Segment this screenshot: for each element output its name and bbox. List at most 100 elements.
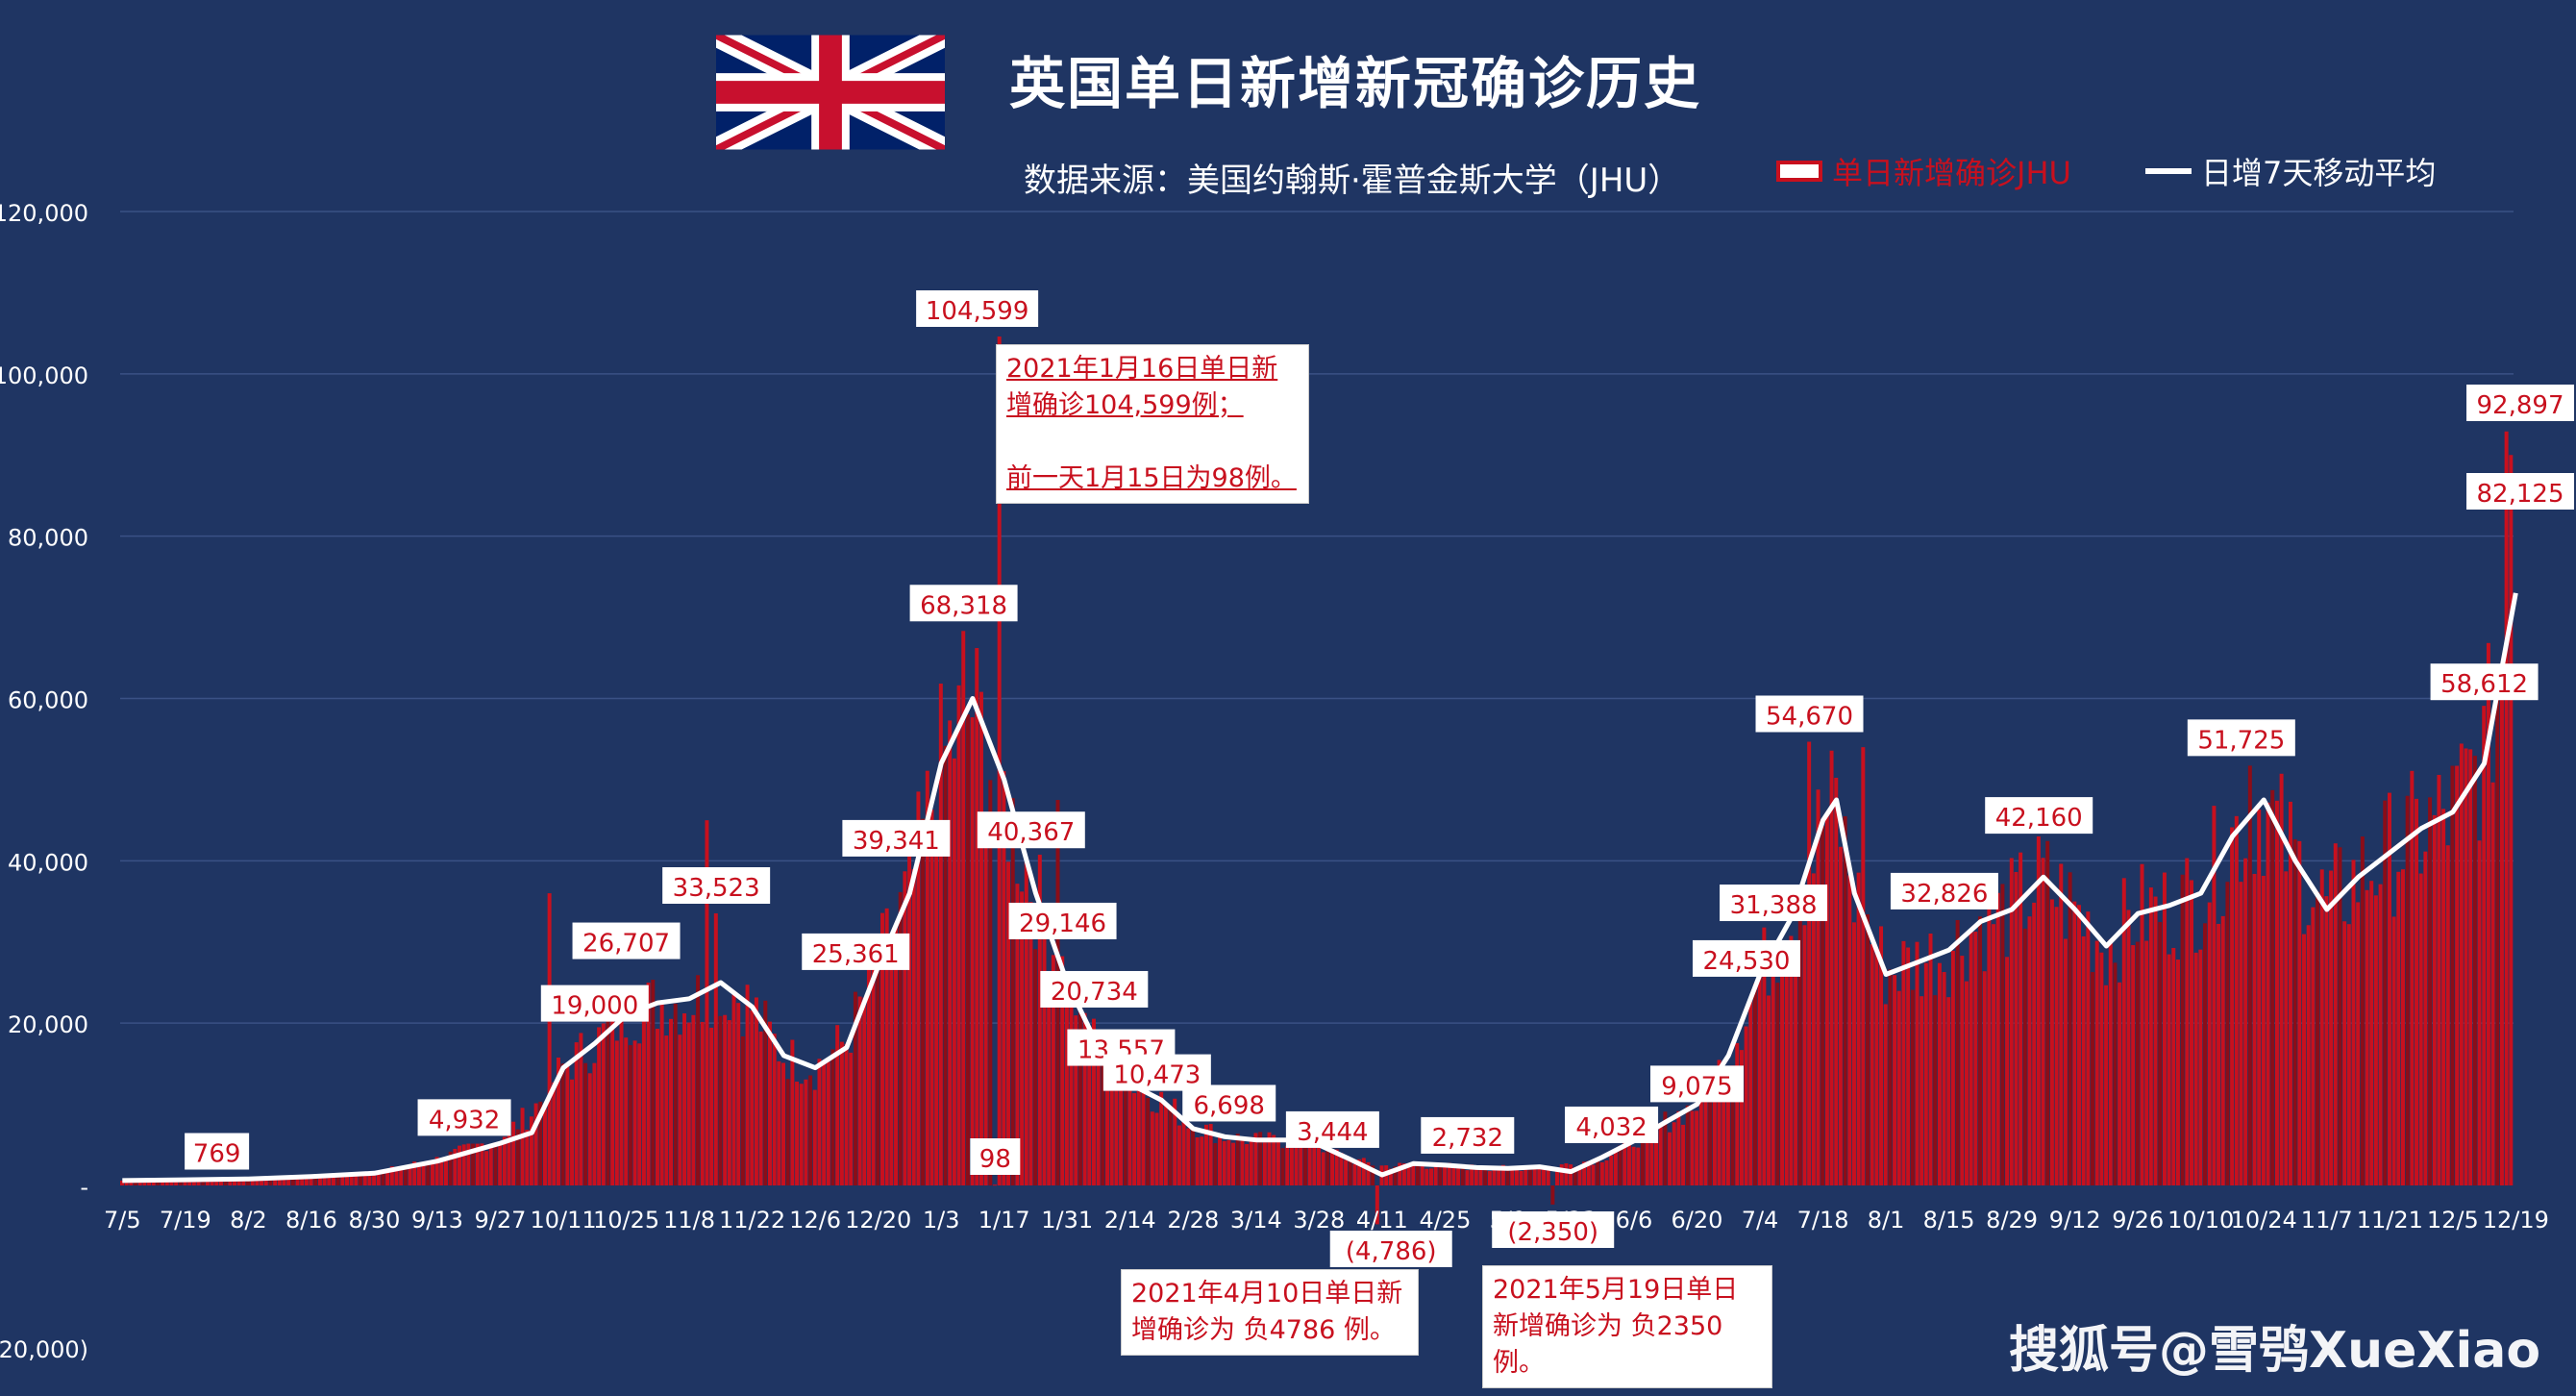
data-label-box: [1720, 885, 1828, 922]
daily-bar: [134, 1181, 138, 1185]
daily-bar: [777, 1060, 781, 1185]
daily-bar: [1896, 990, 1901, 1185]
daily-bar: [866, 955, 871, 1185]
daily-bar: [1690, 1110, 1695, 1185]
data-label-text: 9,075: [1661, 1072, 1732, 1101]
daily-bar: [1218, 1134, 1223, 1185]
daily-bar: [2049, 899, 2054, 1185]
daily-bar: [2009, 858, 2014, 1185]
daily-bar: [142, 1180, 147, 1185]
daily-bar: [1258, 1132, 1263, 1185]
daily-bar: [1289, 1147, 1294, 1185]
note-jan16: 2021年1月16日单日新增确诊104,599例； 前一天1月15日为98例。: [996, 344, 1309, 504]
x-tick-label: 10/24: [2231, 1207, 2297, 1234]
daily-bar: [975, 648, 979, 1185]
daily-bar: [830, 1049, 835, 1185]
daily-bar: [1334, 1149, 1339, 1185]
daily-bar: [1676, 1110, 1681, 1185]
daily-bar: [952, 758, 956, 1185]
daily-bar: [1262, 1142, 1267, 1185]
daily-bar: [1721, 1086, 1726, 1185]
y-tick-label: 40,000: [8, 849, 88, 876]
daily-bar: [1272, 1134, 1276, 1185]
data-label-box: [1329, 1231, 1452, 1267]
daily-bar: [439, 1161, 444, 1185]
daily-bar: [1114, 1062, 1119, 1185]
daily-bar: [426, 1163, 431, 1185]
daily-bar: [461, 1144, 466, 1185]
data-label: 2,732: [1421, 1116, 1515, 1154]
daily-bar: [1069, 973, 1074, 1185]
daily-bar: [871, 961, 876, 1185]
data-label-box: [2430, 663, 2539, 701]
daily-bar: [862, 997, 867, 1185]
daily-bar: [1640, 1128, 1645, 1185]
daily-bar: [1510, 1167, 1515, 1185]
daily-bar: [1299, 1140, 1303, 1185]
daily-bar: [2086, 911, 2091, 1185]
daily-bar: [1213, 1142, 1218, 1185]
daily-bar: [295, 1176, 300, 1185]
daily-bar: [637, 1043, 642, 1185]
daily-bar: [178, 1181, 183, 1185]
data-label: 33,523: [662, 867, 771, 905]
daily-bar: [731, 994, 736, 1185]
daily-bar: [1033, 949, 1038, 1185]
daily-bar: [2059, 863, 2064, 1185]
x-tick-label: 7/4: [1742, 1207, 1779, 1234]
daily-bar: [129, 1181, 134, 1185]
daily-bar: [300, 1177, 305, 1185]
daily-bar: [723, 1014, 728, 1185]
daily-bar: [1321, 1152, 1325, 1185]
daily-bar: [480, 1143, 484, 1185]
daily-bar: [282, 1177, 286, 1185]
daily-bar: [466, 1143, 471, 1185]
y-axis: (20,000) - 20,000 40,000 60,000 80,000 100,000…: [0, 200, 88, 1363]
daily-bar: [246, 1179, 251, 1185]
daily-bar: [1010, 798, 1015, 1185]
daily-bar: [1302, 1134, 1307, 1185]
daily-bar: [161, 1180, 165, 1185]
daily-bar: [1712, 1068, 1717, 1185]
daily-bar: [1771, 963, 1775, 1185]
daily-bar: [2032, 902, 2037, 1185]
data-label: (4,786): [1329, 1231, 1452, 1267]
daily-bar: [2005, 957, 2010, 1185]
data-label: 31,388: [1720, 885, 1828, 922]
daily-bar: [2266, 802, 2270, 1185]
daily-bar: [475, 1143, 480, 1185]
daily-bar: [277, 1178, 282, 1185]
daily-bar: [560, 1063, 565, 1185]
x-tick-label: 10/10: [2167, 1207, 2234, 1234]
daily-bar: [587, 1073, 592, 1185]
daily-bar: [988, 780, 993, 1185]
daily-bar: [1123, 1089, 1127, 1185]
data-label: 769: [185, 1133, 250, 1170]
daily-bar: [2094, 940, 2099, 1185]
daily-bar: [2140, 863, 2144, 1185]
daily-bar: [2391, 916, 2396, 1185]
daily-bar: [434, 1157, 439, 1185]
daily-bar: [263, 1179, 268, 1185]
daily-bar: [1429, 1168, 1433, 1185]
daily-bar: [1987, 887, 1992, 1185]
x-tick-label: 8/15: [1923, 1207, 1975, 1234]
daily-bar: [785, 1079, 790, 1185]
daily-bar: [1411, 1164, 1416, 1185]
daily-bar: [2495, 691, 2500, 1185]
data-label: 54,670: [1755, 695, 1864, 733]
daily-bar: [2153, 896, 2158, 1185]
daily-bar: [1352, 1163, 1357, 1185]
data-label-text: 4,932: [429, 1106, 500, 1134]
daily-bar: [1631, 1146, 1636, 1185]
daily-bar: [1064, 1004, 1069, 1185]
daily-bar: [403, 1166, 408, 1185]
daily-bar: [632, 1040, 637, 1185]
daily-bar: [965, 713, 970, 1185]
daily-bar: [889, 943, 894, 1185]
daily-bar: [1748, 997, 1753, 1185]
daily-bar: [372, 1175, 377, 1185]
daily-bar: [1838, 846, 1843, 1185]
daily-bar: [1424, 1168, 1429, 1185]
daily-bar: [614, 1040, 619, 1185]
